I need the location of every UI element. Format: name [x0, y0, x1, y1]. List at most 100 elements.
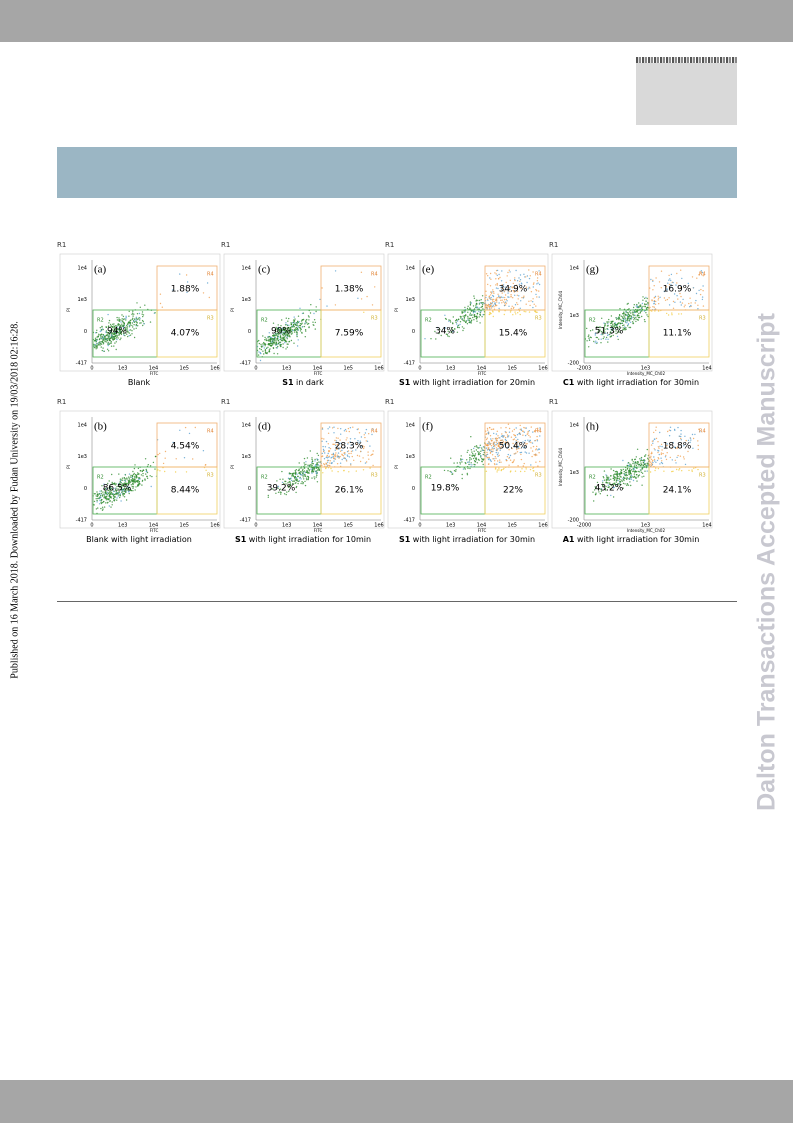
event-dot — [119, 488, 121, 490]
event-dot — [119, 479, 122, 482]
event-dot — [702, 275, 704, 277]
event-dot — [352, 443, 355, 445]
event-dot — [474, 454, 476, 457]
event-dot — [630, 464, 632, 466]
event-dot — [535, 449, 537, 451]
event-dot — [353, 459, 355, 461]
event-dot — [659, 463, 661, 465]
event-dot — [537, 449, 539, 451]
event-dot — [528, 311, 531, 313]
event-dot — [657, 457, 659, 459]
event-dot — [286, 331, 288, 334]
percent: 1.88% — [171, 285, 200, 295]
plot-frame — [59, 410, 221, 529]
event-dot — [506, 441, 509, 444]
event-dot — [498, 446, 501, 448]
event-dot — [516, 290, 519, 293]
x-tick-label: 1e4 — [313, 366, 322, 372]
event-dot — [470, 462, 472, 464]
event-dot — [117, 495, 119, 497]
event-dot — [607, 484, 609, 486]
event-dot — [368, 433, 370, 435]
event-dot — [525, 311, 527, 313]
event-dot — [668, 304, 671, 306]
event-dot — [523, 310, 525, 313]
event-dot — [297, 321, 299, 324]
event-dot — [298, 327, 301, 329]
event-dot — [619, 325, 621, 328]
event-dot — [627, 302, 629, 305]
event-dot — [298, 462, 300, 464]
event-dot — [137, 318, 140, 320]
percent: 24.1% — [663, 486, 692, 496]
event-dot — [473, 319, 475, 321]
event-dot — [493, 432, 495, 435]
event-dot — [297, 469, 300, 472]
event-dot — [490, 439, 493, 442]
event-dot — [507, 292, 509, 294]
event-dot — [295, 331, 298, 333]
event-dot — [291, 475, 293, 477]
event-dot — [127, 491, 130, 493]
event-dot — [292, 324, 295, 326]
event-dot — [481, 305, 483, 308]
x-tick-label: 1e3 — [641, 523, 650, 529]
event-dot — [344, 428, 347, 431]
event-dot — [327, 459, 330, 462]
event-dot — [668, 279, 670, 281]
event-dot — [109, 342, 111, 344]
event-dot — [466, 472, 468, 475]
event-dot — [606, 479, 608, 481]
event-dot — [124, 474, 127, 476]
event-dot — [132, 310, 134, 312]
event-dot — [607, 334, 609, 336]
event-dot — [287, 326, 290, 329]
event-dot — [623, 315, 625, 317]
event-dot — [280, 345, 282, 348]
event-dot — [303, 457, 306, 460]
event-dot — [472, 305, 475, 307]
event-dot — [668, 435, 671, 437]
event-dot — [610, 484, 613, 487]
event-dot — [133, 328, 135, 330]
event-dot — [293, 326, 295, 328]
event-dot — [334, 304, 337, 306]
event-dot — [346, 454, 349, 456]
region-label: R4 — [371, 272, 378, 278]
event-dot — [281, 327, 284, 330]
event-dot — [367, 451, 369, 453]
event-dot — [510, 295, 512, 298]
event-dot — [638, 315, 640, 317]
event-dot — [670, 283, 672, 286]
event-dot — [641, 472, 644, 474]
event-dot — [493, 300, 495, 303]
event-dot — [118, 473, 120, 475]
event-dot — [96, 339, 98, 341]
event-dot — [108, 489, 110, 491]
event-dot — [653, 303, 655, 305]
event-dot — [679, 455, 682, 457]
event-dot — [372, 450, 374, 452]
event-dot — [359, 450, 362, 453]
event-dot — [615, 477, 617, 479]
y-tick-label: -417 — [404, 361, 415, 367]
event-dot — [465, 321, 467, 324]
y-axis-label: Intensity_MC_Ch04 — [558, 448, 563, 487]
x-tick-label: 1e3 — [446, 523, 455, 529]
event-dot — [622, 324, 624, 327]
event-dot — [657, 441, 659, 443]
event-dot — [95, 346, 97, 348]
event-dot — [529, 275, 531, 277]
event-dot — [605, 485, 607, 488]
event-dot — [625, 473, 628, 476]
event-dot — [462, 329, 464, 332]
event-dot — [283, 329, 286, 332]
event-dot — [300, 471, 302, 473]
event-dot — [334, 444, 337, 447]
event-dot — [627, 313, 630, 315]
event-dot — [697, 440, 699, 442]
x-tick-label: 1e5 — [180, 523, 189, 529]
y-tick-label: -417 — [240, 518, 251, 524]
event-dot — [508, 449, 510, 451]
